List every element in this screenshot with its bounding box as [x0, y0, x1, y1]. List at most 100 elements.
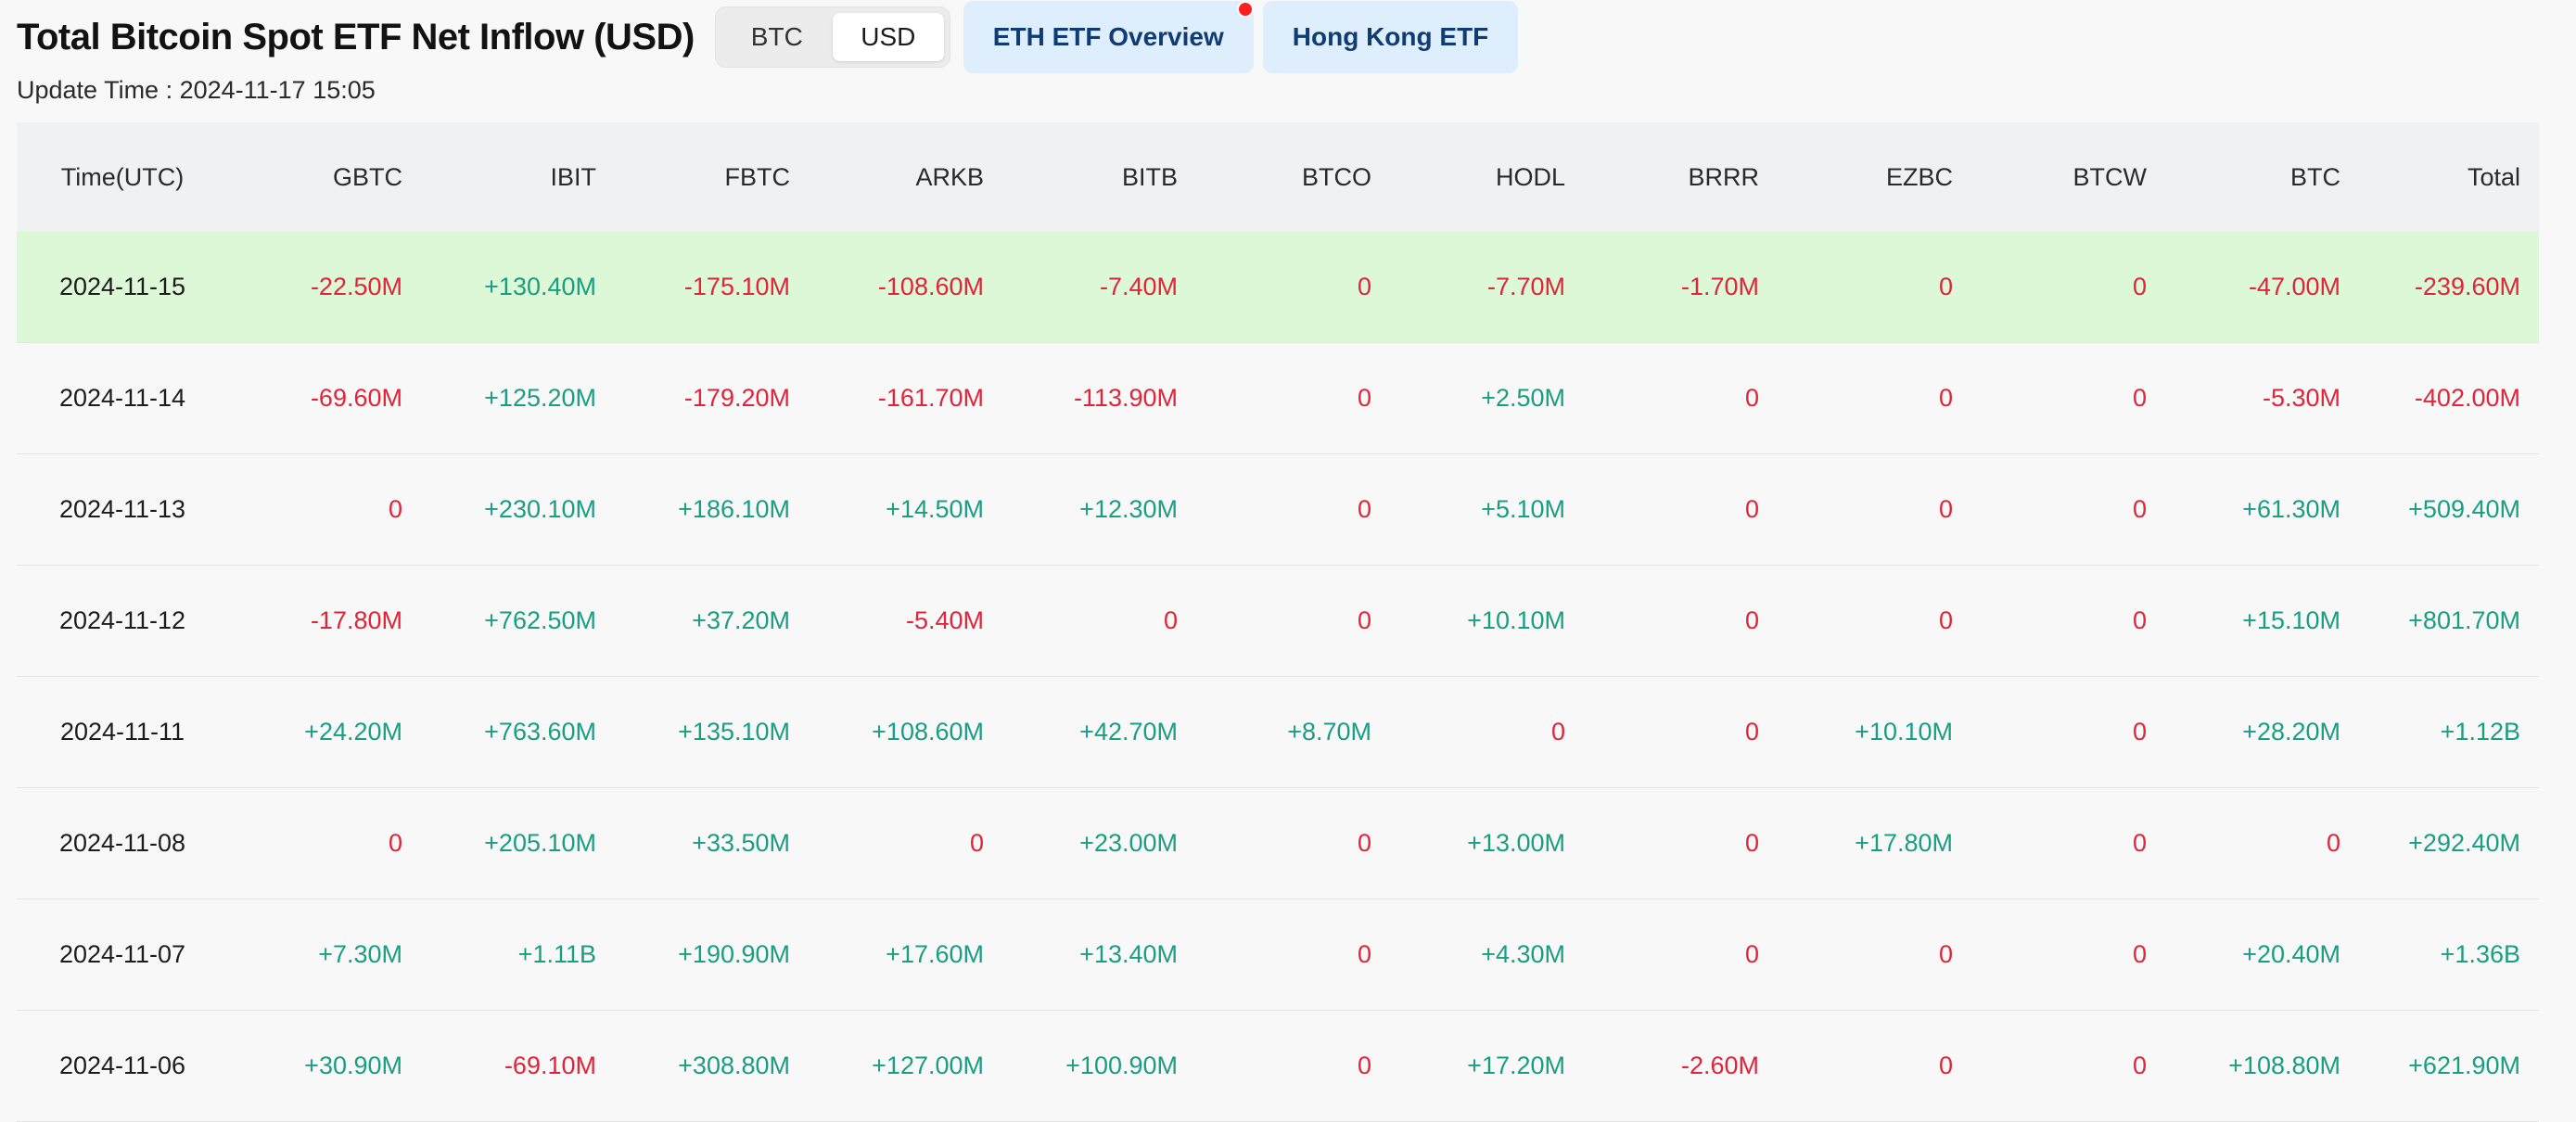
flow-cell-bitb: +12.30M	[1002, 453, 1196, 566]
eth-etf-overview-label: ETH ETF Overview	[992, 22, 1224, 51]
etf-flow-table: Time(UTC) GBTC IBIT FBTC ARKB BITB BTCO HODL BRR…	[17, 122, 2539, 1122]
column-header-btco: BTCO	[1196, 122, 1390, 232]
flow-cell-fbtc: -179.20M	[615, 342, 809, 454]
flow-cell-btco: 0	[1196, 232, 1390, 343]
flow-cell-hodl: +4.30M	[1390, 899, 1584, 1011]
flow-cell-gbtc: +7.30M	[228, 899, 421, 1011]
flow-cell-bitb: +13.40M	[1002, 899, 1196, 1011]
flow-cell-btco: 0	[1196, 1010, 1390, 1122]
flow-cell-ibit: +1.11B	[421, 899, 615, 1011]
table-row: 2024-11-15 -22.50M +130.40M -175.10M -108.60…	[17, 232, 2539, 343]
flow-cell-arkb: +108.60M	[809, 676, 1002, 788]
page-header: Total Bitcoin Spot ETF Net Inflow (USD) …	[17, 0, 1527, 74]
date-cell: 2024-11-08	[17, 787, 228, 899]
flow-cell-btcw: 0	[1971, 232, 2165, 343]
flow-cell-gbtc: -22.50M	[228, 232, 421, 343]
date-cell: 2024-11-14	[17, 342, 228, 454]
flow-cell-ibit: -69.10M	[421, 1010, 615, 1122]
table-row: 2024-11-07 +7.30M +1.11B +190.90M +17.60M +13…	[17, 899, 2539, 1011]
flow-cell-arkb: -161.70M	[809, 342, 1002, 454]
flow-cell-fbtc: +135.10M	[615, 676, 809, 788]
flow-cell-btc: +108.80M	[2165, 1010, 2359, 1122]
flow-cell-brrr: 0	[1584, 676, 1778, 788]
flow-cell-total: +292.40M	[2359, 787, 2539, 899]
flow-cell-gbtc: -17.80M	[228, 565, 421, 677]
flow-cell-total: +621.90M	[2359, 1010, 2539, 1122]
flow-cell-arkb: 0	[809, 787, 1002, 899]
table-header-row: Time(UTC) GBTC IBIT FBTC ARKB BITB BTCO HODL BRR…	[17, 122, 2539, 232]
toggle-usd[interactable]: USD	[832, 13, 944, 61]
flow-cell-ezbc: 0	[1778, 232, 1971, 343]
flow-cell-hodl: +5.10M	[1390, 453, 1584, 566]
eth-etf-overview-link[interactable]: ETH ETF Overview	[963, 1, 1254, 73]
flow-cell-btc: +28.20M	[2165, 676, 2359, 788]
flow-cell-ezbc: 0	[1778, 1010, 1971, 1122]
flow-cell-bitb: -7.40M	[1002, 232, 1196, 343]
flow-cell-total: -402.00M	[2359, 342, 2539, 454]
flow-cell-btc: +15.10M	[2165, 565, 2359, 677]
column-header-time-utc: Time(UTC)	[17, 122, 228, 232]
date-cell: 2024-11-12	[17, 565, 228, 677]
flow-cell-total: +801.70M	[2359, 565, 2539, 677]
flow-cell-btcw: 0	[1971, 565, 2165, 677]
flow-cell-bitb: +42.70M	[1002, 676, 1196, 788]
flow-cell-bitb: +23.00M	[1002, 787, 1196, 899]
column-header-ezbc: EZBC	[1778, 122, 1971, 232]
flow-cell-brrr: 0	[1584, 787, 1778, 899]
table-row: 2024-11-12 -17.80M +762.50M +37.20M -5.40M 0 0…	[17, 565, 2539, 677]
flow-cell-total: +1.12B	[2359, 676, 2539, 788]
flow-cell-gbtc: +24.20M	[228, 676, 421, 788]
flow-cell-hodl: +2.50M	[1390, 342, 1584, 454]
flow-cell-btco: 0	[1196, 899, 1390, 1011]
hong-kong-etf-link[interactable]: Hong Kong ETF	[1262, 1, 1519, 73]
flow-cell-btc: +20.40M	[2165, 899, 2359, 1011]
flow-cell-arkb: +127.00M	[809, 1010, 1002, 1122]
flow-cell-ibit: +763.60M	[421, 676, 615, 788]
flow-cell-gbtc: +30.90M	[228, 1010, 421, 1122]
hong-kong-etf-label: Hong Kong ETF	[1292, 22, 1489, 51]
column-header-bitb: BITB	[1002, 122, 1196, 232]
flow-cell-btc: -5.30M	[2165, 342, 2359, 454]
flow-cell-hodl: +17.20M	[1390, 1010, 1584, 1122]
table-row: 2024-11-06 +30.90M -69.10M +308.80M +127.00M…	[17, 1010, 2539, 1122]
flow-cell-ibit: +130.40M	[421, 232, 615, 343]
flow-cell-btcw: 0	[1971, 787, 2165, 899]
flow-cell-btco: 0	[1196, 453, 1390, 566]
flow-cell-fbtc: +190.90M	[615, 899, 809, 1011]
notification-dot-icon	[1236, 1, 1254, 18]
flow-cell-ibit: +230.10M	[421, 453, 615, 566]
page-title: Total Bitcoin Spot ETF Net Inflow (USD)	[17, 16, 695, 57]
table-row: 2024-11-11 +24.20M +763.60M +135.10M +108.60…	[17, 676, 2539, 788]
flow-cell-bitb: 0	[1002, 565, 1196, 677]
table-body: 2024-11-15 -22.50M +130.40M -175.10M -108.60…	[17, 232, 2539, 1122]
flow-cell-arkb: -5.40M	[809, 565, 1002, 677]
flow-cell-fbtc: +308.80M	[615, 1010, 809, 1122]
column-header-hodl: HODL	[1390, 122, 1584, 232]
flow-cell-brrr: -1.70M	[1584, 232, 1778, 343]
flow-cell-ezbc: +10.10M	[1778, 676, 1971, 788]
table-row: 2024-11-14 -69.60M +125.20M -179.20M -161.70…	[17, 342, 2539, 454]
column-header-btc: BTC	[2165, 122, 2359, 232]
flow-cell-total: +1.36B	[2359, 899, 2539, 1011]
flow-cell-btc: +61.30M	[2165, 453, 2359, 566]
flow-cell-ezbc: 0	[1778, 899, 1971, 1011]
flow-cell-fbtc: +33.50M	[615, 787, 809, 899]
flow-cell-fbtc: +37.20M	[615, 565, 809, 677]
flow-cell-arkb: +17.60M	[809, 899, 1002, 1011]
flow-cell-hodl: +13.00M	[1390, 787, 1584, 899]
flow-cell-total: +509.40M	[2359, 453, 2539, 566]
flow-cell-ezbc: 0	[1778, 342, 1971, 454]
flow-cell-ibit: +762.50M	[421, 565, 615, 677]
column-header-arkb: ARKB	[809, 122, 1002, 232]
flow-cell-ezbc: 0	[1778, 565, 1971, 677]
toggle-btc[interactable]: BTC	[750, 22, 803, 51]
date-cell: 2024-11-13	[17, 453, 228, 566]
column-header-brrr: BRRR	[1584, 122, 1778, 232]
update-time: Update Time : 2024-11-17 15:05	[17, 76, 376, 104]
flow-cell-btcw: 0	[1971, 342, 2165, 454]
flow-cell-ezbc: 0	[1778, 453, 1971, 566]
flow-cell-brrr: 0	[1584, 565, 1778, 677]
flow-cell-btco: 0	[1196, 787, 1390, 899]
flow-cell-gbtc: -69.60M	[228, 342, 421, 454]
column-header-total: Total	[2359, 122, 2539, 232]
